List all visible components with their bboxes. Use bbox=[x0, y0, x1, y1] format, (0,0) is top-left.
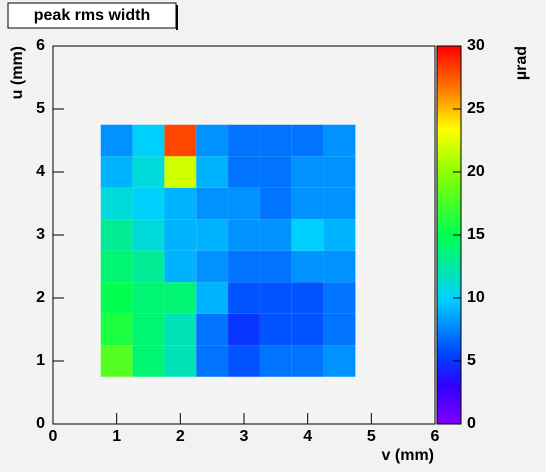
z-tick-label: 25 bbox=[467, 100, 485, 117]
heat-cell bbox=[196, 187, 229, 220]
heat-cell bbox=[196, 250, 229, 283]
heat-cell bbox=[100, 345, 133, 377]
y-tick-label: 5 bbox=[36, 100, 45, 117]
heat-cell bbox=[132, 219, 165, 251]
heat-cell bbox=[164, 282, 197, 314]
heat-cell bbox=[291, 282, 324, 314]
heat-cell bbox=[323, 345, 356, 377]
heat-cell bbox=[228, 124, 260, 157]
y-tick-label: 0 bbox=[36, 415, 45, 432]
y-tick-label: 2 bbox=[36, 289, 45, 306]
heat-cell bbox=[323, 313, 356, 346]
x-axis-title: v (mm) bbox=[382, 447, 434, 464]
heat-cell bbox=[100, 156, 133, 188]
heat-cell bbox=[196, 156, 229, 188]
heat-cell bbox=[196, 219, 229, 251]
z-tick-label: 10 bbox=[467, 289, 485, 306]
heat-cell bbox=[259, 250, 292, 283]
heat-cell bbox=[259, 156, 292, 188]
heat-cell bbox=[164, 313, 197, 346]
heat-cell bbox=[291, 345, 324, 377]
chart-title: peak rms width bbox=[34, 7, 150, 24]
heat-cell bbox=[100, 282, 133, 314]
heat-cell bbox=[196, 124, 229, 157]
y-tick-label: 1 bbox=[36, 352, 45, 369]
heat-cell bbox=[100, 250, 133, 283]
heat-cell bbox=[291, 124, 324, 157]
z-tick-label: 0 bbox=[467, 415, 476, 432]
heat-cell bbox=[323, 156, 356, 188]
heat-cell bbox=[100, 219, 133, 251]
title-box bbox=[7, 2, 177, 29]
heat-cell bbox=[259, 219, 292, 251]
heat-cell bbox=[164, 156, 197, 188]
heat-cell bbox=[259, 187, 292, 220]
heat-cell bbox=[228, 187, 260, 220]
heat-cell bbox=[291, 156, 324, 188]
heat-cell bbox=[164, 187, 197, 220]
heat-cell bbox=[100, 124, 133, 157]
y-axis-title: u (mm) bbox=[9, 46, 26, 99]
y-tick-label: 6 bbox=[36, 37, 45, 54]
heat-cell bbox=[132, 187, 165, 220]
x-tick-label: 2 bbox=[176, 428, 185, 445]
heat-cell bbox=[291, 250, 324, 283]
heat-cell bbox=[323, 282, 356, 314]
z-axis-title: µrad bbox=[513, 46, 530, 80]
heat-cell bbox=[196, 345, 229, 377]
heat-cell bbox=[196, 313, 229, 346]
heat-cell bbox=[228, 282, 260, 314]
heat-cell bbox=[228, 345, 260, 377]
heat-cell bbox=[196, 282, 229, 314]
heat-cell bbox=[323, 250, 356, 283]
heat-cell bbox=[323, 219, 356, 251]
x-tick-label: 4 bbox=[303, 428, 312, 445]
heat-cell bbox=[259, 313, 292, 346]
z-tick-label: 20 bbox=[467, 163, 485, 180]
x-tick-label: 6 bbox=[431, 428, 440, 445]
heat-cell bbox=[132, 345, 165, 377]
heat-cell bbox=[291, 219, 324, 251]
heat-cell bbox=[132, 250, 165, 283]
x-tick-label: 1 bbox=[112, 428, 121, 445]
heat-cell bbox=[132, 124, 165, 157]
heat-cell bbox=[228, 219, 260, 251]
heat-cell bbox=[164, 124, 197, 157]
heat-cell bbox=[132, 313, 165, 346]
x-tick-label: 5 bbox=[367, 428, 376, 445]
heat-cell bbox=[259, 345, 292, 377]
x-tick-label: 3 bbox=[240, 428, 249, 445]
heat-cell bbox=[100, 187, 133, 220]
x-tick-label: 0 bbox=[49, 428, 58, 445]
heat-cell bbox=[100, 313, 133, 346]
heat-cell bbox=[291, 313, 324, 346]
heat-cell bbox=[259, 282, 292, 314]
heat-cell bbox=[164, 345, 197, 377]
heat-cell bbox=[132, 282, 165, 314]
heat-cell bbox=[228, 250, 260, 283]
heat-cell bbox=[291, 187, 324, 220]
heat-cell bbox=[164, 250, 197, 283]
heat-cell bbox=[132, 156, 165, 188]
z-tick-label: 30 bbox=[467, 37, 485, 54]
heat-cell bbox=[228, 156, 260, 188]
heat-cell bbox=[164, 219, 197, 251]
y-tick-label: 4 bbox=[36, 163, 45, 180]
heat-cell bbox=[323, 187, 356, 220]
heat-cell bbox=[259, 124, 292, 157]
heat-cell bbox=[323, 124, 356, 157]
z-tick-label: 15 bbox=[467, 226, 485, 243]
y-tick-label: 3 bbox=[36, 226, 45, 243]
heat-cell bbox=[228, 313, 260, 346]
title-shadow bbox=[176, 5, 178, 30]
z-tick-label: 5 bbox=[467, 352, 476, 369]
